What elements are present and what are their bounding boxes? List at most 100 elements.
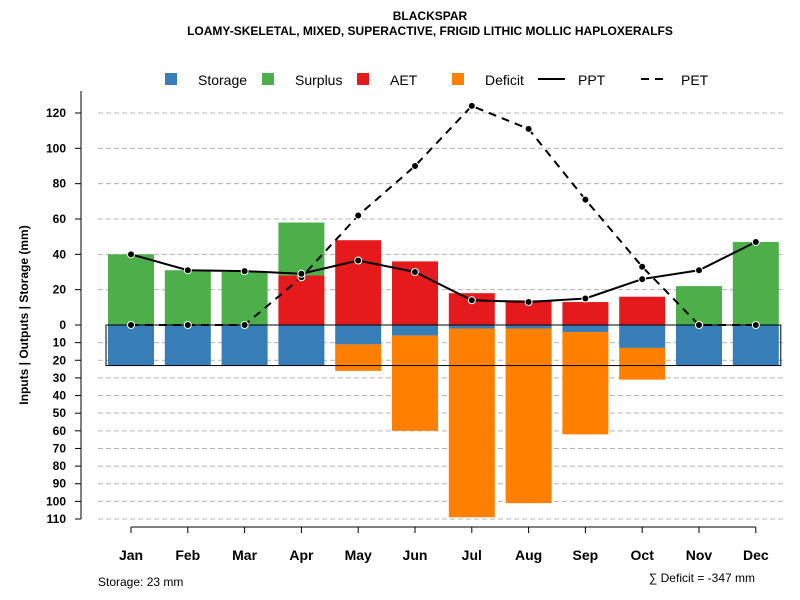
ppt-point xyxy=(524,298,533,307)
deficit-bar xyxy=(392,335,438,431)
y-tick-label: 110 xyxy=(47,512,67,526)
storage-bar xyxy=(676,325,722,366)
aet-bar xyxy=(562,302,609,325)
y-tick-label: 20 xyxy=(53,283,67,297)
y-tick-label: 10 xyxy=(53,336,67,350)
y-tick-label: 100 xyxy=(46,141,66,155)
surplus-bar xyxy=(108,254,154,325)
x-tick-label: Jul xyxy=(462,547,482,563)
y-tick-label: 40 xyxy=(53,389,67,403)
y-tick-label: 60 xyxy=(53,424,67,438)
pet-point xyxy=(751,321,760,329)
storage-bar xyxy=(164,325,211,366)
y-tick-label: 0 xyxy=(59,318,66,332)
y-tick-label: 20 xyxy=(53,353,67,367)
deficit-bar xyxy=(335,344,382,371)
storage-bar xyxy=(335,325,382,345)
y-tick-label: 70 xyxy=(53,441,67,455)
ppt-point xyxy=(467,296,476,305)
aet-bar xyxy=(278,275,325,325)
storage-bar xyxy=(448,325,495,329)
y-tick-label: 120 xyxy=(46,106,66,120)
ppt-point xyxy=(751,237,760,246)
surplus-bar xyxy=(732,241,779,325)
ppt-point xyxy=(183,266,192,275)
deficit-bar xyxy=(619,347,666,380)
legend-swatch-deficit xyxy=(452,73,464,85)
x-tick-label: Oct xyxy=(631,547,655,563)
x-tick-label: Aug xyxy=(515,547,542,563)
storage-bar xyxy=(562,325,609,333)
surplus-bar xyxy=(676,286,722,325)
storage-note: Storage: 23 mm xyxy=(98,575,183,589)
chart-subtitle: LOAMY-SKELETAL, MIXED, SUPERACTIVE, FRIG… xyxy=(187,24,673,38)
storage-bar xyxy=(221,325,268,366)
pet-point xyxy=(354,211,363,220)
y-tick-label: 90 xyxy=(53,477,67,491)
aet-bar xyxy=(619,296,666,325)
legend: Storage Surplus AET Deficit PPT PET xyxy=(165,72,709,88)
storage-capacity-box xyxy=(105,324,782,367)
legend-label-aet: AET xyxy=(390,72,418,88)
legend-label-surplus: Surplus xyxy=(295,72,342,88)
ppt-point xyxy=(297,269,306,278)
storage-bar xyxy=(392,325,438,336)
grid-lines xyxy=(98,112,783,520)
pet-point xyxy=(581,195,590,204)
legend-swatch-storage xyxy=(165,73,177,85)
axes: 0 20 40 60 80 100 120 10 20 30 40 50 60 70 80 90 100 110 J… xyxy=(46,91,769,563)
ppt-point xyxy=(695,266,703,275)
deficit-bar xyxy=(505,328,552,504)
ppt-point xyxy=(127,250,135,259)
y-tick-label: 50 xyxy=(53,406,67,420)
deficit-bar xyxy=(562,332,609,435)
y-tick-label: 40 xyxy=(53,247,67,261)
ppt-line xyxy=(130,241,757,304)
deficit-note: ∑ Deficit = -347 mm xyxy=(649,571,755,585)
storage-frame xyxy=(105,324,782,367)
surplus-bar xyxy=(221,272,268,325)
x-tick-label: Nov xyxy=(686,547,713,563)
storage-bar xyxy=(732,325,779,366)
y-tick-label: 80 xyxy=(53,459,67,473)
y-axis-label: Inputs | Outputs | Storage (mm) xyxy=(17,225,31,404)
bars xyxy=(108,222,779,518)
y-tick-label: 30 xyxy=(53,371,67,385)
x-tick-label: Jun xyxy=(403,547,428,563)
pet-line xyxy=(131,104,756,326)
chart-title: BLACKSPAR xyxy=(393,9,468,23)
legend-label-storage: Storage xyxy=(198,72,247,88)
legend-swatch-surplus xyxy=(262,73,274,85)
pet-point xyxy=(467,101,476,110)
deficit-bar xyxy=(448,328,495,518)
pet-point xyxy=(183,321,192,329)
series-lines xyxy=(127,101,760,329)
ppt-point xyxy=(638,275,647,284)
pet-point xyxy=(638,262,647,271)
pet-point xyxy=(524,124,533,133)
storage-bar xyxy=(108,325,154,366)
x-tick-label: May xyxy=(345,547,372,563)
pet-point xyxy=(240,321,249,329)
storage-bar xyxy=(278,325,325,366)
y-tick-label: 60 xyxy=(53,212,67,226)
legend-label-pet: PET xyxy=(681,72,709,88)
pet-point xyxy=(127,321,135,329)
x-tick-label: Mar xyxy=(232,547,257,563)
legend-swatch-aet xyxy=(357,73,369,85)
y-tick-label: 80 xyxy=(53,177,67,191)
legend-label-deficit: Deficit xyxy=(485,72,524,88)
y-tick-label: 100 xyxy=(46,494,66,508)
ppt-point xyxy=(354,256,363,265)
surplus-bar xyxy=(164,270,211,325)
storage-bar xyxy=(619,325,666,348)
ppt-point xyxy=(411,268,419,276)
x-tick-label: Jan xyxy=(119,547,143,563)
surplus-bar xyxy=(278,222,325,276)
x-tick-label: Apr xyxy=(289,547,314,563)
pet-point xyxy=(411,162,419,170)
ppt-point xyxy=(581,294,590,303)
ppt-point xyxy=(240,267,249,276)
pet-point xyxy=(695,321,703,329)
x-tick-label: Feb xyxy=(175,547,200,563)
